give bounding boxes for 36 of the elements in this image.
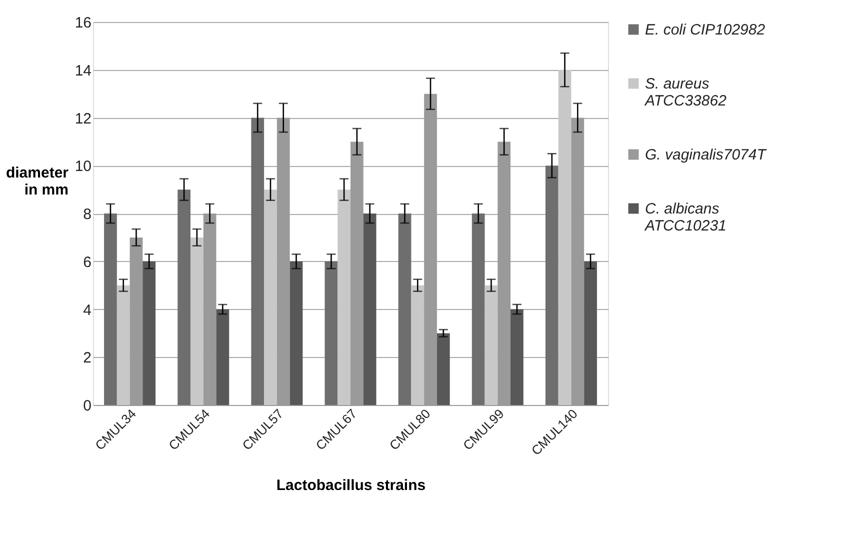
bar	[584, 261, 597, 405]
bar	[116, 285, 130, 405]
bar	[104, 214, 117, 405]
x-axis-title: Lactobacillus strains	[276, 477, 426, 494]
bar	[264, 190, 277, 405]
y-tick-label: 12	[74, 110, 92, 128]
y-tick-label: 16	[74, 14, 92, 32]
bar	[484, 285, 498, 405]
bar	[363, 214, 376, 405]
y-tick-label: 0	[83, 398, 92, 414]
y-tick-label: 4	[83, 302, 92, 319]
legend-label: S. aureus ATCC33862	[644, 76, 728, 110]
bar	[251, 118, 264, 405]
y-tick-label: 2	[83, 350, 92, 367]
legend-label: E. coli CIP102982	[645, 22, 766, 38]
bar	[178, 190, 190, 405]
bar	[290, 261, 303, 405]
bar	[545, 166, 558, 405]
bar	[436, 333, 450, 405]
bar	[558, 70, 572, 405]
y-tick-label: 8	[83, 206, 92, 223]
legend-label: C. albicans ATCC10231	[644, 200, 726, 234]
y-tick-label: 10	[74, 158, 92, 176]
bar	[472, 214, 485, 405]
bar	[216, 309, 230, 405]
y-tick-label: 6	[83, 254, 92, 271]
bar	[190, 237, 204, 405]
legend-label: G. vaginalis7074T	[645, 146, 768, 164]
y-axis-title: diameter in mm	[6, 164, 69, 198]
bar	[142, 261, 156, 405]
y-tick-label: 14	[74, 62, 92, 80]
bar	[398, 214, 412, 405]
bar	[510, 309, 524, 405]
bar	[324, 261, 338, 405]
bar	[411, 285, 424, 405]
bar	[338, 190, 350, 405]
